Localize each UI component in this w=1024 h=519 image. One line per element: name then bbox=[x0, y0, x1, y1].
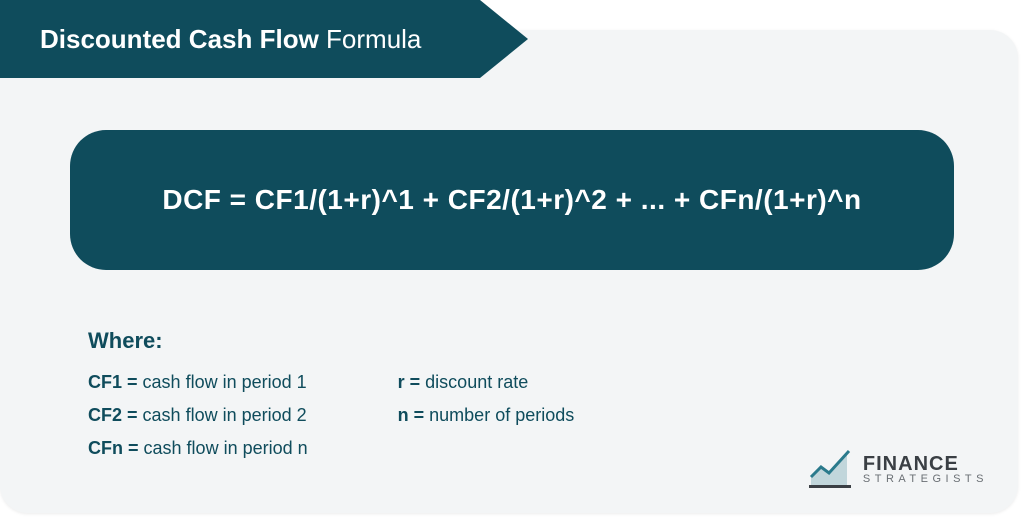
formula-box: DCF = CF1/(1+r)^1 + CF2/(1+r)^2 + ... + … bbox=[70, 130, 954, 270]
definition-desc: discount rate bbox=[425, 372, 528, 392]
definitions-left-column: CF1 = cash flow in period 1 CF2 = cash f… bbox=[88, 370, 308, 462]
definition-term: r bbox=[398, 372, 405, 392]
brand-logo: FINANCE STRATEGISTS bbox=[809, 449, 988, 489]
definition-desc: cash flow in period 1 bbox=[143, 372, 307, 392]
definition-item: r = discount rate bbox=[398, 370, 575, 395]
definition-term: n bbox=[398, 405, 409, 425]
definition-item: CF2 = cash flow in period 2 bbox=[88, 403, 308, 428]
brand-logo-sub: STRATEGISTS bbox=[863, 474, 988, 485]
definition-term: CF2 bbox=[88, 405, 122, 425]
definition-desc: cash flow in period n bbox=[144, 438, 308, 458]
brand-logo-main: FINANCE bbox=[863, 454, 988, 474]
header-title-light: Formula bbox=[319, 24, 422, 54]
formula-text: DCF = CF1/(1+r)^1 + CF2/(1+r)^2 + ... + … bbox=[162, 184, 861, 216]
header-title-bold: Discounted Cash Flow bbox=[40, 24, 319, 54]
definition-desc: cash flow in period 2 bbox=[143, 405, 307, 425]
definition-equals: = bbox=[127, 405, 143, 425]
brand-logo-icon bbox=[809, 449, 853, 489]
definition-term: CF1 bbox=[88, 372, 122, 392]
definition-item: CF1 = cash flow in period 1 bbox=[88, 370, 308, 395]
definition-equals: = bbox=[410, 372, 426, 392]
definition-item: CFn = cash flow in period n bbox=[88, 436, 308, 461]
header-banner: Discounted Cash Flow Formula bbox=[0, 0, 480, 78]
definition-equals: = bbox=[128, 438, 144, 458]
definitions: CF1 = cash flow in period 1 CF2 = cash f… bbox=[88, 370, 574, 462]
definition-equals: = bbox=[127, 372, 143, 392]
where-section: Where: CF1 = cash flow in period 1 CF2 =… bbox=[88, 328, 574, 462]
definition-item: n = number of periods bbox=[398, 403, 575, 428]
where-heading: Where: bbox=[88, 328, 574, 354]
definition-desc: number of periods bbox=[429, 405, 574, 425]
definition-term: CFn bbox=[88, 438, 123, 458]
definition-equals: = bbox=[414, 405, 430, 425]
brand-logo-text: FINANCE STRATEGISTS bbox=[863, 454, 988, 485]
header-title: Discounted Cash Flow Formula bbox=[40, 24, 421, 55]
definitions-right-column: r = discount rate n = number of periods bbox=[398, 370, 575, 462]
